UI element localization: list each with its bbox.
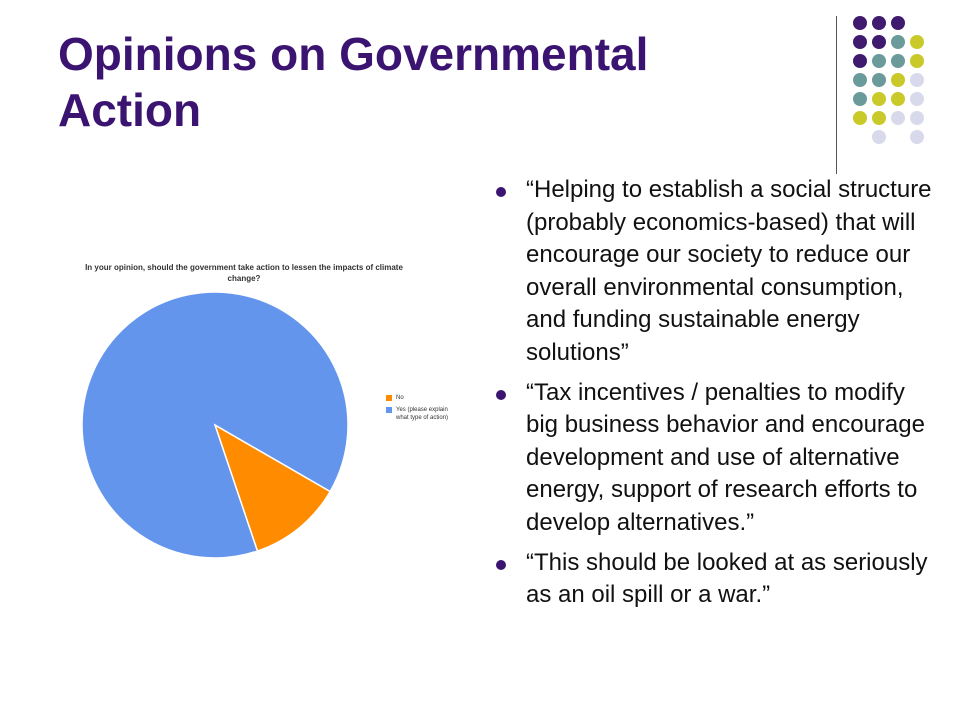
pie-plot [81, 291, 349, 559]
bullet-icon [496, 389, 506, 400]
quote-item: “Helping to establish a social structure… [492, 174, 932, 370]
quote-item: “This should be looked at as seriously a… [492, 547, 932, 612]
quote-text: “This should be looked at as seriously a… [526, 548, 928, 609]
decorative-dot [910, 111, 924, 125]
quote-text: “Helping to establish a social structure… [526, 176, 932, 366]
decorative-dot [872, 92, 886, 106]
decorative-dot [910, 130, 924, 144]
legend-swatch-yes [386, 407, 392, 413]
decorative-dot [853, 16, 867, 30]
decorative-dot [891, 111, 905, 125]
decorative-dot [891, 35, 905, 49]
decorative-dot [872, 73, 886, 87]
decorative-dot [872, 130, 886, 144]
decorative-dot [853, 111, 867, 125]
decorative-dot [872, 35, 886, 49]
decorative-dot [872, 54, 886, 68]
decorative-dot [872, 111, 886, 125]
decorative-dot [853, 54, 867, 68]
decorative-dot [910, 54, 924, 68]
pie-slice-no [213, 423, 332, 553]
chart-legend: No Yes (please explain what type of acti… [386, 394, 466, 426]
decorative-dot [872, 16, 886, 30]
decorative-dot [910, 35, 924, 49]
legend-item-no: No [386, 394, 466, 402]
legend-label-no: No [396, 395, 404, 401]
quote-item: “Tax incentives / penalties to modify bi… [492, 377, 932, 540]
decorative-dot [853, 73, 867, 87]
legend-label-yes: Yes (please explain what type of action) [396, 407, 449, 421]
legend-item-yes: Yes (please explain what type of action) [386, 406, 466, 422]
quote-text: “Tax incentives / penalties to modify bi… [526, 378, 925, 536]
decorative-dot [853, 35, 867, 49]
decorative-dot [891, 54, 905, 68]
quote-list: “Helping to establish a social structure… [492, 174, 932, 619]
legend-swatch-no [386, 395, 392, 401]
slide-title: Opinions on Governmental Action [58, 28, 649, 136]
bullet-icon [496, 187, 506, 197]
chart-title: In your opinion, should the government t… [85, 263, 403, 283]
pie-chart: In your opinion, should the government t… [74, 256, 466, 576]
decorative-divider [836, 16, 837, 174]
decorative-dot [910, 73, 924, 87]
pie-slice-yes [81, 291, 349, 559]
decorative-dot [891, 73, 905, 87]
decorative-dot [891, 16, 905, 30]
bullet-icon [496, 559, 506, 570]
decorative-dot [853, 92, 867, 106]
decorative-dot [910, 92, 924, 106]
decorative-dot [891, 92, 905, 106]
